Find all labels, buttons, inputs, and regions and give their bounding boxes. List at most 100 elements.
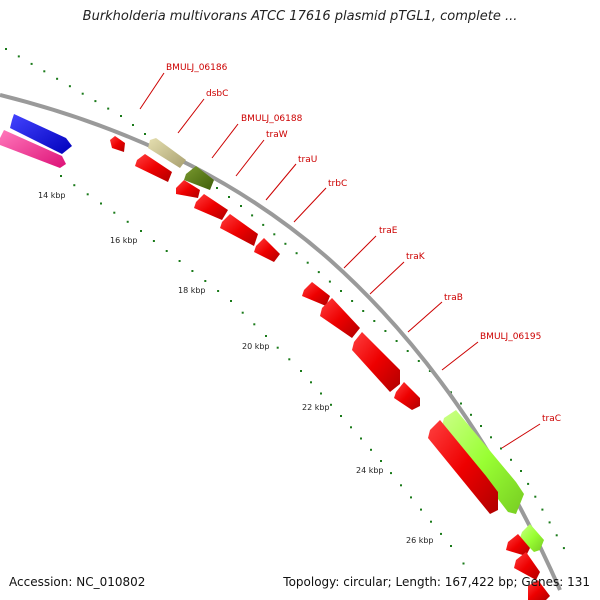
guide-dot — [144, 133, 146, 135]
guide-dot — [380, 460, 382, 462]
guide-dot — [68, 85, 71, 88]
guide-dot — [295, 252, 298, 255]
guide-dot — [450, 391, 452, 394]
guide-dot — [500, 447, 502, 450]
guide-dot — [240, 205, 242, 207]
guide-dot — [320, 392, 322, 395]
guide-dot — [228, 196, 230, 198]
tick-label: 24 kbp — [356, 466, 384, 475]
gene-label: dsbC — [206, 89, 228, 99]
guide-dot — [73, 184, 76, 187]
guide-dot — [462, 562, 465, 565]
guide-dot — [390, 472, 392, 475]
tick-label: 26 kbp — [406, 536, 434, 545]
guide-dot — [113, 211, 116, 214]
guide-dot — [470, 413, 472, 416]
guide-dot — [217, 290, 220, 292]
gene-label: traB — [444, 293, 463, 303]
guide-dot — [94, 100, 97, 103]
backbone-arc — [0, 93, 562, 591]
accession-text: Accession: NC_010802 — [9, 575, 146, 589]
gene-label: trbC — [328, 179, 347, 189]
guide-dot — [330, 403, 332, 406]
guide-dot — [362, 310, 365, 312]
guide-dot — [420, 508, 422, 511]
guide-dot — [328, 280, 331, 283]
gene-arrow — [442, 410, 524, 514]
guide-dot — [430, 520, 432, 523]
guide-dot — [126, 220, 129, 223]
guide-dot — [253, 323, 256, 326]
guide-dot — [276, 346, 279, 349]
guide-dot — [81, 92, 84, 95]
guide-dot — [340, 290, 342, 292]
tick-label: 22 kbp — [302, 403, 330, 412]
guide-dot — [191, 270, 194, 272]
guide-dot — [428, 370, 431, 372]
guide-dot — [300, 370, 302, 372]
inner-guide-dots — [60, 175, 465, 565]
guide-dot — [310, 381, 312, 384]
guide-dot — [60, 175, 62, 177]
gene-label: BMULJ_06188 — [241, 114, 303, 124]
guide-dot — [265, 335, 267, 337]
guide-dot — [360, 437, 362, 440]
tick-label: 16 kbp — [110, 236, 138, 245]
guide-dot — [520, 470, 522, 472]
tick-label: 20 kbp — [242, 342, 270, 351]
guide-dot — [417, 360, 420, 362]
guide-dot — [288, 358, 291, 361]
gene-arrow — [220, 214, 258, 246]
gene-arrow — [520, 524, 544, 552]
guide-dot — [395, 340, 398, 342]
guide-dot — [350, 426, 352, 429]
outer-guide-dots — [5, 48, 565, 550]
guide-dot — [410, 496, 412, 499]
guide-dot — [340, 415, 342, 417]
guide-dot — [555, 534, 558, 537]
gene-label: BMULJ_06195 — [480, 332, 541, 342]
gene-label: traC — [542, 414, 561, 424]
guide-dot — [534, 495, 537, 498]
guide-dot — [120, 115, 122, 117]
guide-dot — [450, 545, 452, 547]
guide-dot — [284, 242, 287, 245]
gene-arrow — [428, 420, 498, 514]
gene-arrow — [528, 580, 550, 600]
guide-dot — [230, 300, 232, 302]
gene-arrow — [110, 136, 125, 152]
gene-arrow — [506, 534, 530, 556]
guide-dot — [351, 300, 354, 302]
label-leaders — [139, 72, 541, 449]
gene-label: traE — [379, 226, 398, 236]
guide-dot — [317, 271, 320, 274]
guide-dot — [132, 124, 134, 126]
guide-dot — [306, 261, 309, 264]
guide-dot — [440, 532, 442, 535]
gene-arrow — [320, 298, 360, 338]
guide-dot — [216, 187, 218, 189]
guide-dot — [165, 250, 168, 252]
gene-arrow — [184, 166, 214, 190]
map-title: Burkholderia multivorans ATCC 17616 plas… — [82, 9, 518, 24]
guide-dot — [204, 280, 207, 282]
gene-arrow — [352, 332, 400, 392]
guide-dot — [273, 233, 276, 236]
guide-dot — [370, 448, 372, 451]
blue-feature — [10, 114, 72, 154]
guide-dot — [527, 482, 530, 485]
guide-dot — [373, 320, 376, 322]
gene-arrow — [194, 194, 228, 220]
guide-dot — [30, 62, 33, 65]
gene-label: traU — [298, 155, 317, 165]
gene-label: traW — [266, 130, 288, 140]
gene-arrow — [176, 180, 200, 198]
tick-label: 14 kbp — [38, 191, 66, 200]
guide-dot — [107, 107, 110, 110]
guide-dot — [251, 214, 254, 217]
gene-arrow — [394, 382, 420, 410]
guide-dot — [178, 260, 181, 262]
guide-dot — [100, 202, 102, 205]
guide-dot — [400, 484, 402, 487]
